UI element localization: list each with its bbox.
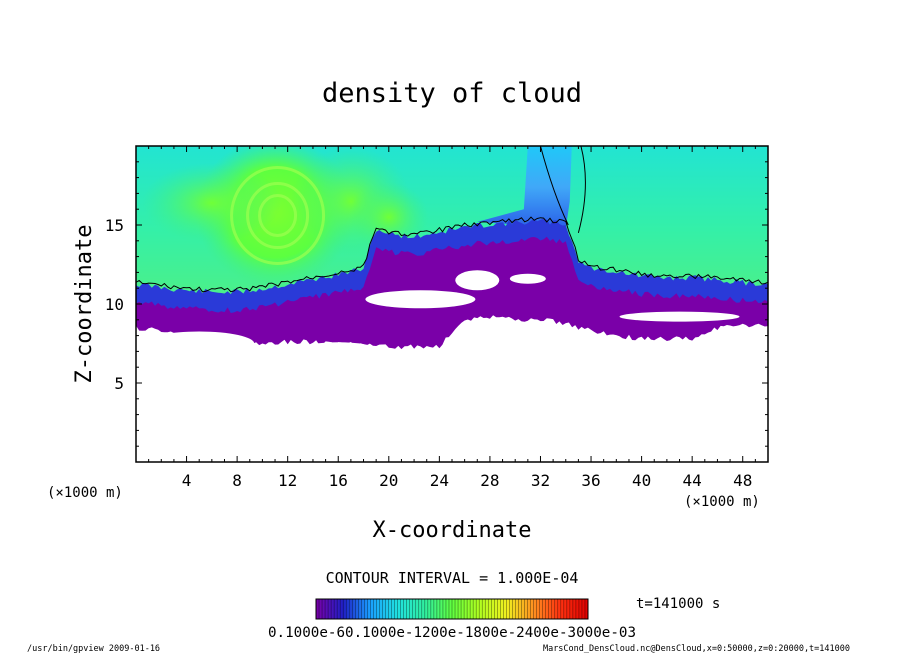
y-tick-label: 5	[114, 374, 124, 393]
y-tick-label: 15	[105, 216, 124, 235]
plume-region	[477, 146, 572, 229]
x-tick-label: 28	[480, 471, 499, 490]
x-tick-label: 24	[430, 471, 449, 490]
x-axis-label: X-coordinate	[373, 518, 532, 543]
vortex-ring	[230, 166, 326, 266]
cloud-hole	[455, 270, 500, 291]
x-tick-label: 44	[683, 471, 702, 490]
x-unit-right: (×1000 m)	[684, 494, 760, 510]
x-unit-left: (×1000 m)	[47, 485, 123, 501]
vortex-ring	[246, 182, 310, 250]
contour-line	[136, 146, 768, 293]
footer-left: /usr/bin/gpview 2009-01-16	[27, 644, 160, 654]
x-tick-label: 48	[733, 471, 752, 490]
x-tick-label: 12	[278, 471, 297, 490]
cloud-hole	[365, 290, 476, 309]
x-tick-label: 20	[379, 471, 398, 490]
y-tick-label: 10	[105, 295, 124, 314]
cloud-hole	[566, 336, 617, 347]
y-axis-label: Z-coordinate	[72, 225, 97, 384]
footer-right: MarsCond_DensCloud.nc@DensCloud,x=0:5000…	[543, 644, 850, 654]
green-blob	[141, 162, 282, 243]
green-vortex-region	[141, 146, 429, 288]
x-tick-label: 8	[232, 471, 242, 490]
x-tick-label: 36	[581, 471, 600, 490]
x-tick-label: 16	[329, 471, 348, 490]
x-tick-label: 40	[632, 471, 651, 490]
plot-area	[136, 146, 768, 462]
chart-title: density of cloud	[322, 78, 582, 109]
contour-interval: CONTOUR INTERVAL = 1.000E-04	[326, 569, 579, 587]
cloud-hole	[144, 331, 255, 356]
time-label: t=141000 s	[636, 596, 720, 612]
green-blob	[348, 182, 429, 253]
colorbar-tick-labels: 0.1000e-60.1000e-1200e-1800e-2400e-3000e…	[268, 625, 636, 641]
x-tick-label: 32	[531, 471, 550, 490]
x-tick-label: 4	[182, 471, 192, 490]
cloud-holes	[144, 270, 740, 356]
cloud-hole	[619, 311, 740, 322]
vortex-ring	[258, 194, 298, 238]
colorbar-segments	[318, 599, 586, 619]
cloud-hole	[303, 342, 374, 355]
cloud-hole	[509, 273, 546, 284]
